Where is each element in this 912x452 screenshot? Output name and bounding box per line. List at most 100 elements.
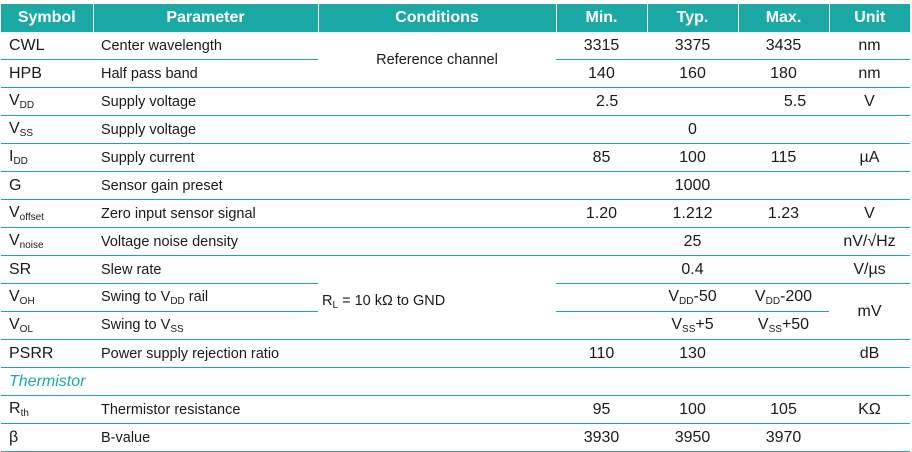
unit-cell: V/µs: [829, 255, 910, 284]
parameter-cell: Voltage noise density: [93, 227, 318, 256]
symbol-subscript: DD: [13, 156, 28, 167]
symbol-subscript: OH: [19, 296, 35, 307]
symbol-subscript: th: [20, 408, 29, 419]
parameter-cell: Zero input sensor signal: [93, 199, 318, 228]
max-cell: [738, 255, 829, 284]
typ-cell: 25: [647, 227, 738, 256]
symbol-cell: SR: [1, 255, 93, 284]
parameter-cell: Half pass band: [93, 59, 318, 88]
table-row: PSRR Power supply rejection ratio 110 13…: [1, 339, 910, 368]
max-cell: [738, 227, 829, 256]
typ-suffix: +5: [695, 316, 714, 333]
condition-cell: [318, 255, 556, 340]
max-cell: 115: [738, 143, 829, 172]
header-max: Max.: [738, 4, 830, 32]
min-cell: 110: [556, 339, 647, 368]
section-thermistor: Thermistor: [1, 367, 910, 396]
max-cell: VDD-200: [738, 283, 829, 312]
max-cell: 1.23: [738, 199, 829, 228]
parameter-cell: Power supply rejection ratio: [93, 339, 318, 368]
symbol-cell: Voffset: [1, 199, 93, 228]
parameter-subscript: DD: [170, 295, 185, 307]
parameter-cell: Center wavelength: [93, 32, 318, 60]
unit-cell: nm: [829, 32, 910, 60]
symbol-main: I: [9, 148, 14, 165]
condition-cell: [318, 143, 556, 172]
parameter-cell: Swing to VSS: [93, 311, 318, 340]
condition-cell: [318, 423, 556, 452]
max-main: V: [757, 316, 769, 333]
parameter-subscript: SS: [170, 323, 184, 335]
max-suffix: -200: [780, 288, 813, 305]
unit-cell: µA: [829, 143, 910, 172]
symbol-cell: VSS: [1, 115, 93, 144]
min-cell: 95: [556, 395, 647, 424]
header-conditions: Conditions: [318, 4, 557, 32]
symbol-main: V: [9, 316, 20, 333]
specifications-table: Symbol Parameter Conditions Min. Typ. Ma…: [1, 4, 910, 452]
header-min: Min.: [556, 4, 648, 32]
symbol-main: V: [9, 92, 20, 109]
unit-cell: KΩ: [829, 395, 910, 424]
header-unit: Unit: [829, 4, 910, 32]
symbol-subscript: OL: [19, 324, 34, 335]
typ-cell: VSS+5: [647, 311, 738, 340]
table-row: VOH Swing to VDD rail VDD-50 VDD-200 mV: [1, 283, 910, 340]
max-cell: 105: [738, 395, 829, 424]
header-symbol: Symbol: [1, 4, 94, 32]
symbol-subscript: SS: [19, 128, 34, 139]
min-cell: [556, 283, 647, 312]
symbol-cell: CWL: [1, 32, 93, 60]
symbol-cell: VOL: [1, 311, 93, 340]
symbol-main: V: [9, 120, 20, 137]
unit-cell: nV/√Hz: [829, 227, 910, 256]
table-row: Rth Thermistor resistance 95 100 105 KΩ: [1, 395, 910, 424]
symbol-cell: VOH: [1, 283, 93, 312]
min-cell: 3930: [556, 423, 647, 452]
symbol-main: R: [9, 400, 21, 417]
table-row: G Sensor gain preset 1000: [1, 171, 910, 200]
typ-cell: 1.212: [647, 199, 738, 228]
min-cell: [556, 171, 647, 200]
unit-cell: V: [829, 199, 910, 228]
typ-subscript: SS: [682, 324, 696, 335]
max-cell: 180: [738, 59, 829, 88]
header-typ: Typ.: [647, 4, 739, 32]
max-cell: 3435: [738, 32, 829, 60]
table-row: Vnoise Voltage noise density 25 nV/√Hz: [1, 227, 910, 256]
typ-cell: 160: [647, 59, 738, 88]
max-suffix: +50: [781, 316, 810, 333]
typ-cell: 100: [647, 395, 738, 424]
max-cell: [738, 171, 829, 200]
unit-cell: nm: [829, 59, 910, 88]
typ-cell: 0.4: [647, 255, 738, 284]
condition-cell: [318, 339, 556, 368]
typ-cell: 3375: [647, 32, 738, 60]
condition-cell: [318, 395, 556, 424]
typ-suffix: -50: [693, 288, 717, 305]
min-max-cell: 2.5 5.5: [556, 87, 829, 116]
max-value: 5.5: [783, 92, 807, 110]
condition-rl-to-gnd: RL = 10 kΩ to GND: [322, 293, 445, 311]
min-cell: [556, 311, 647, 340]
unit-cell: [829, 171, 910, 200]
typ-cell: 130: [647, 339, 738, 368]
min-cell: 140: [556, 59, 647, 88]
unit-cell: dB: [829, 339, 910, 368]
symbol-main: V: [9, 288, 20, 305]
typ-cell: 3950: [647, 423, 738, 452]
min-cell: [556, 255, 647, 284]
min-cell: [556, 227, 647, 256]
typ-main: V: [671, 316, 683, 333]
table-row: VOL Swing to VSS VSS+5 VSS+50: [1, 311, 910, 340]
max-cell: [738, 115, 829, 144]
table-row: β B-value 3930 3950 3970: [1, 423, 910, 452]
symbol-main: V: [9, 232, 20, 249]
parameter-cell: Sensor gain preset: [93, 171, 318, 200]
symbol-subscript: noise: [19, 240, 44, 251]
min-cell: 3315: [556, 32, 647, 60]
condition-cell: [318, 115, 556, 144]
max-subscript: DD: [765, 296, 781, 307]
rl-subscript: L: [332, 300, 339, 311]
table-row: HPB Half pass band 140 160 180 nm: [1, 59, 910, 88]
